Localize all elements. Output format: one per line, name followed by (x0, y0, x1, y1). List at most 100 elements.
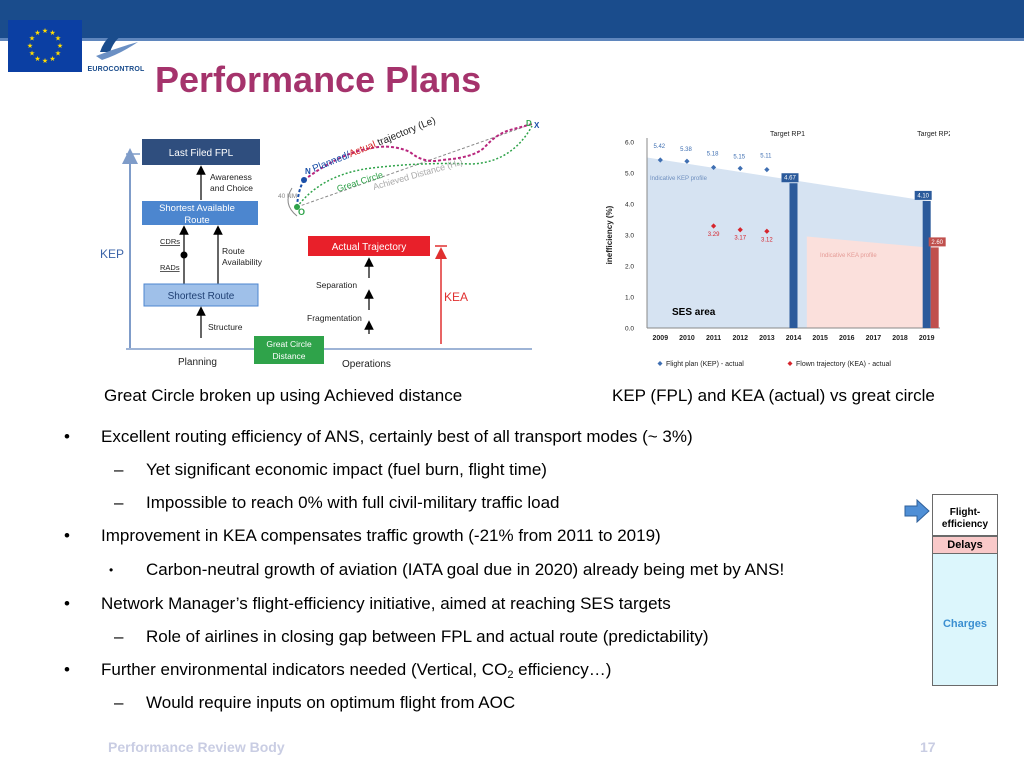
target-bar (789, 183, 798, 328)
kea-profile-label: Indicative KEA profile (820, 253, 877, 259)
bullet-item: • Excellent routing efficiency of ANS, ce… (64, 427, 693, 447)
bullet-marker: – (114, 627, 124, 646)
x-tick-label: 2015 (812, 335, 828, 342)
x-tick-label: 2013 (759, 335, 775, 342)
last-filed-fpl-box (142, 139, 260, 165)
delays-cell: Delays (932, 536, 998, 554)
data-point (764, 228, 770, 234)
bullet-marker: – (114, 460, 124, 479)
bullet-text: Network Manager’s flight-efficiency init… (101, 594, 671, 613)
data-label: 5.18 (707, 151, 719, 157)
target-label-bg (928, 237, 946, 247)
y-axis-label: inefficiency (%) (605, 205, 614, 264)
svg-text:N: N (305, 167, 311, 176)
x-tick-label: 2016 (839, 335, 855, 342)
fragmentation-label: Fragmentation (307, 313, 362, 323)
y-tick-label: 3.0 (625, 233, 634, 240)
legend-label: Flight plan (KEP) - actual (666, 361, 744, 368)
header-bar (0, 0, 1024, 38)
y-tick-label: 1.0 (625, 295, 634, 302)
data-point (684, 158, 690, 164)
svg-text:★: ★ (42, 27, 48, 35)
svg-text:Distance: Distance (272, 351, 305, 361)
svg-text:★: ★ (49, 55, 55, 63)
bullet-item: • Improvement in KEA compensates traffic … (64, 526, 661, 546)
svg-text:X: X (534, 121, 540, 130)
bullet-text: Impossible to reach 0% with full civil-m… (146, 493, 560, 512)
flight-efficiency-cell: Flight-efficiency (932, 494, 998, 536)
y-tick-label: 0.0 (625, 326, 634, 333)
choice-label: and Choice (210, 183, 253, 193)
kep-label: KEP (100, 247, 124, 261)
y-tick-label: 5.0 (625, 171, 634, 178)
side-panel: Flight-efficiency Delays Charges (932, 494, 998, 686)
route-availability-label: Route (222, 246, 245, 256)
bullet-marker: • (64, 427, 70, 446)
x-tick-label: 2010 (679, 335, 695, 342)
target-value-label: 4.67 (784, 176, 796, 182)
bullet-marker: • (64, 526, 70, 545)
kep-profile-label: Indicative KEP profile (650, 176, 708, 182)
data-label: 3.12 (761, 237, 773, 243)
svg-text:★: ★ (29, 50, 35, 58)
kea-profile-area (806, 236, 927, 328)
logo-text: EUROCONTROL (87, 66, 145, 73)
bullet-text: Would require inputs on optimum flight f… (146, 693, 516, 712)
data-label: 5.15 (733, 154, 745, 160)
footer-left: Performance Review Body (108, 739, 285, 755)
ses-area-label: SES area (672, 307, 716, 318)
target-rp1-label: Target RP1 (770, 131, 805, 138)
shortest-route-box (143, 283, 259, 307)
x-tick-label: 2011 (706, 335, 721, 342)
page-title: Performance Plans (155, 59, 482, 100)
x-tick-label: 2019 (919, 335, 935, 342)
legend-label: Flown trajectory (KEA) - actual (796, 361, 891, 368)
svg-text:★: ★ (55, 50, 61, 58)
target-label-bg (914, 190, 932, 200)
data-label: 5.11 (760, 154, 772, 160)
last-filed-fpl-label: Last Filed FPL (169, 148, 234, 159)
svg-text:Achieved Distance (Ha): Achieved Distance (Ha) (372, 157, 464, 192)
bullet-item: • Network Manager’s flight-efficiency ini… (64, 594, 671, 614)
chart-caption: KEP (FPL) and KEA (actual) vs great circ… (612, 386, 935, 405)
target-bar (922, 200, 931, 328)
bullet-text: Role of airlines in closing gap between … (146, 627, 709, 646)
data-point (657, 157, 663, 163)
bullet-text: Further environmental indicators needed … (101, 660, 508, 679)
shortest-route-label: Shortest Route (168, 291, 235, 302)
page-number: 17 (920, 739, 936, 755)
cdrs-label: CDRs (160, 237, 180, 246)
target-bar (930, 247, 939, 328)
svg-text:★: ★ (34, 55, 40, 63)
legend-marker (787, 361, 793, 366)
y-tick-label: 2.0 (625, 264, 634, 271)
structure-label: Structure (208, 322, 243, 332)
data-point (764, 166, 770, 173)
separation-label: Separation (316, 280, 357, 290)
bullet-marker: • (64, 660, 70, 679)
svg-text:★: ★ (27, 42, 33, 50)
actual-trajectory-box (308, 236, 430, 256)
bullet-marker: – (114, 493, 124, 512)
svg-text:Shortest Available: Shortest Available (159, 203, 235, 214)
bullet-text: Yet significant economic impact (fuel bu… (146, 460, 547, 479)
trajectory-map: 40 NM O N D X Planned/Actual trajectory … (278, 115, 540, 217)
data-label: 5.42 (653, 144, 665, 150)
svg-text:★: ★ (57, 42, 63, 50)
target-rp2-label: Target RP2 (917, 131, 950, 138)
planning-label: Planning (178, 357, 217, 368)
target-value-label: 2.60 (931, 240, 943, 246)
bullet-item: • Carbon-neutral growth of aviation (IATA… (109, 560, 785, 580)
svg-text:★: ★ (55, 35, 61, 43)
y-tick-label: 6.0 (625, 140, 634, 147)
bullet-item: – Role of airlines in closing gap between… (114, 627, 709, 647)
bullet-text: Carbon-neutral growth of aviation (IATA … (146, 560, 785, 579)
bullet-item: – Yet significant economic impact (fuel b… (114, 460, 547, 480)
kep-kea-diagram: KEP Last Filed FPL Awareness and Choice … (100, 115, 540, 370)
bullet-subscript: 2 (507, 669, 514, 681)
header-stripe (0, 38, 1024, 41)
svg-text:★: ★ (29, 35, 35, 43)
svg-text:Route: Route (184, 215, 209, 226)
x-tick-label: 2009 (653, 335, 669, 342)
bullet-marker: – (114, 693, 124, 712)
